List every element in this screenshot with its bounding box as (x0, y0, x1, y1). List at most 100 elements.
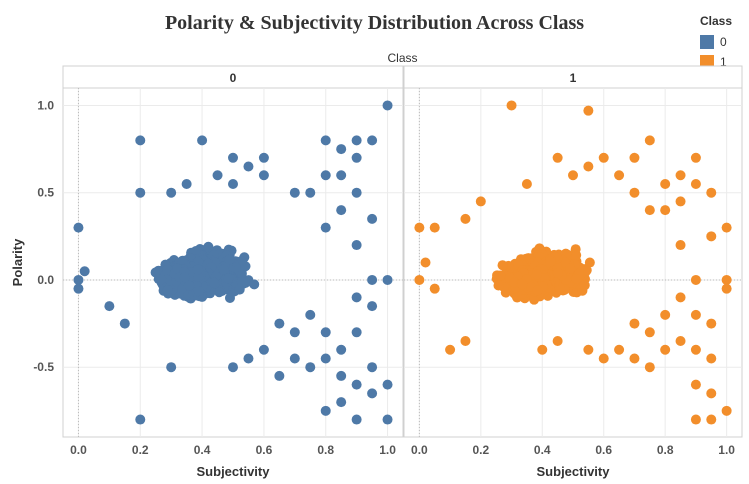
scatter-point (336, 170, 347, 181)
scatter-point (320, 353, 331, 364)
scatter-point (460, 336, 471, 347)
legend-label-1: 1 (720, 55, 727, 69)
x-tick-label: 0.4 (534, 443, 551, 457)
scatter-point (289, 327, 300, 338)
scatter-point (135, 187, 146, 198)
scatter-point (675, 170, 686, 181)
scatter-point (414, 222, 425, 233)
facet-label: Class (387, 51, 417, 65)
scatter-point (517, 279, 528, 290)
scatter-point (351, 414, 362, 425)
scatter-point (305, 309, 316, 320)
scatter-point (382, 274, 393, 285)
scatter-point (228, 362, 238, 373)
scatter-point (367, 362, 378, 373)
scatter-point (445, 344, 456, 355)
scatter-point (495, 270, 506, 281)
scatter-point (644, 135, 655, 146)
scatter-point (367, 135, 378, 146)
scatter-point (537, 344, 548, 355)
scatter-point (73, 222, 84, 233)
scatter-point (497, 260, 508, 271)
scatter-point (644, 327, 655, 338)
scatter-point (184, 280, 195, 291)
scatter-point (351, 135, 362, 146)
scatter-point (203, 241, 214, 252)
x-tick-label: 0.6 (595, 443, 612, 457)
scatter-point (228, 152, 238, 163)
scatter-point (675, 292, 686, 303)
y-tick-label: 0.5 (37, 186, 54, 200)
x-tick-label: 0.4 (194, 443, 211, 457)
scatter-point (192, 264, 203, 275)
legend-item-0[interactable]: 0 (700, 32, 732, 52)
scatter-point (420, 257, 431, 268)
scatter-point (690, 152, 701, 163)
scatter-point (258, 344, 269, 355)
scatter-point (414, 274, 425, 285)
scatter-point (336, 344, 347, 355)
scatter-point (583, 344, 594, 355)
scatter-point (218, 264, 229, 275)
scatter-point (568, 170, 578, 181)
scatter-point (660, 178, 671, 189)
scatter-point (351, 152, 362, 163)
scatter-point (258, 170, 269, 181)
facet-header-1: 1 (570, 71, 577, 85)
scatter-point (706, 353, 717, 364)
scatter-point (614, 344, 625, 355)
scatter-point (351, 292, 362, 303)
scatter-point (629, 187, 640, 198)
scatter-point (690, 379, 701, 390)
scatter-point (156, 274, 167, 285)
scatter-point (179, 272, 190, 283)
scatter-point (552, 152, 563, 163)
scatter-point (367, 213, 378, 224)
scatter-point (644, 205, 655, 216)
scatter-point (706, 318, 717, 329)
scatter-point (475, 196, 486, 207)
scatter-point (320, 222, 331, 233)
scatter-point (644, 362, 655, 373)
scatter-point (351, 327, 362, 338)
scatter-point (382, 379, 393, 390)
scatter-point (581, 265, 592, 276)
scatter-point (119, 318, 130, 329)
scatter-point (690, 414, 701, 425)
scatter-point (660, 344, 671, 355)
x-tick-label: 1.0 (718, 443, 735, 457)
scatter-point (228, 178, 238, 189)
scatter-point (135, 135, 146, 146)
scatter-point (614, 170, 625, 181)
scatter-point (166, 187, 177, 198)
scatter-point (212, 170, 223, 181)
y-tick-label: 0.0 (37, 273, 54, 287)
scatter-point (208, 277, 219, 288)
scatter-point (289, 353, 300, 364)
scatter-point (274, 370, 285, 381)
scatter-point (690, 178, 701, 189)
scatter-point (249, 279, 260, 290)
scatter-point (351, 379, 362, 390)
scatter-point (552, 336, 563, 347)
scatter-point (73, 274, 84, 285)
scatter-point (570, 251, 581, 262)
scatter-point (382, 100, 393, 111)
scatter-point (234, 284, 245, 295)
scatter-point (336, 397, 347, 408)
scatter-point (79, 266, 90, 277)
legend: Class 0 1 (700, 14, 732, 72)
scatter-point (429, 283, 440, 294)
point-cloud-1 (491, 243, 595, 305)
scatter-point (224, 292, 235, 303)
scatter-point (289, 187, 300, 198)
x-axis-title: Subjectivity (537, 464, 611, 479)
facet-header-0: 0 (230, 71, 237, 85)
scatter-point (224, 254, 235, 265)
scatter-point (506, 100, 517, 111)
legend-title: Class (700, 14, 733, 28)
scatter-point (690, 309, 701, 320)
legend-swatch-0 (700, 35, 714, 49)
scatter-point (305, 187, 316, 198)
scatter-point (351, 240, 362, 251)
